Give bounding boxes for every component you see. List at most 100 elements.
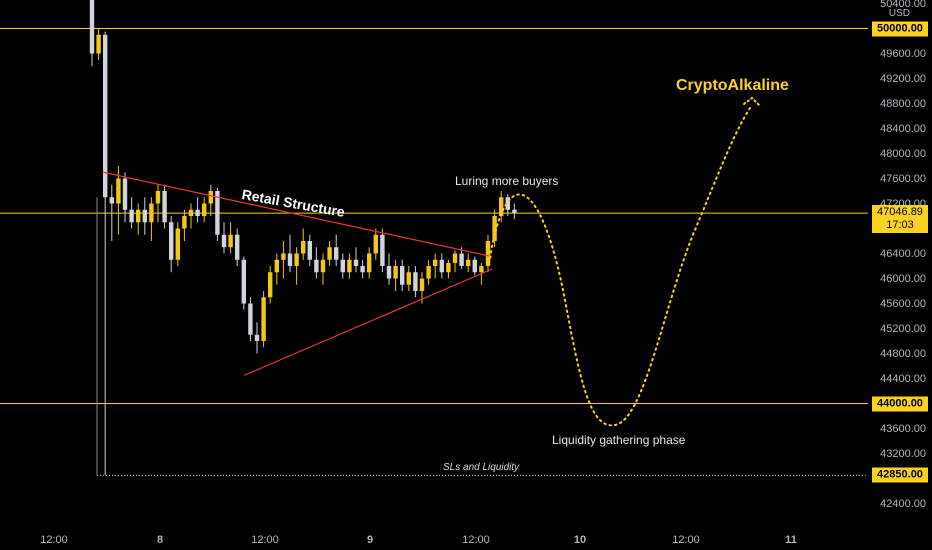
candle-body xyxy=(248,303,253,335)
time-tick-label: 8 xyxy=(156,534,164,546)
price-tick-label: 48800.00 xyxy=(880,97,926,110)
price-tick-label: 48400.00 xyxy=(880,122,926,135)
candle-body xyxy=(129,209,134,223)
level-badge-sl: 42850.00 xyxy=(872,467,928,483)
candle-body xyxy=(281,253,286,260)
time-tick-label: 10 xyxy=(573,534,587,546)
upper-trendline xyxy=(102,171,493,258)
candle-body xyxy=(413,272,418,291)
candle-body xyxy=(426,266,431,279)
candle-body xyxy=(492,216,497,241)
price-tick-label: 45600.00 xyxy=(880,297,926,310)
candle-body xyxy=(155,191,161,204)
candle-body xyxy=(215,191,220,235)
candle-body xyxy=(175,228,180,260)
price-tick-label: 43600.00 xyxy=(880,422,926,435)
price-tick-label: 50400.00 xyxy=(880,0,926,10)
level-badge-50000: 50000.00 xyxy=(872,21,928,36)
candle-body xyxy=(419,278,425,291)
liquidity-phase-label: Liquidity gathering phase xyxy=(552,433,686,447)
candle-body xyxy=(254,334,260,341)
candle-body xyxy=(202,203,207,216)
candle-body xyxy=(195,209,200,216)
candle-body xyxy=(294,253,299,266)
candle-body xyxy=(301,241,306,254)
candle-body xyxy=(136,209,141,223)
price-tick-label: 46000.00 xyxy=(880,272,926,285)
projected-path-arrowhead xyxy=(743,96,761,107)
candle-body xyxy=(142,209,147,223)
candle-body xyxy=(235,234,240,260)
candle-body xyxy=(149,203,154,223)
candle-body xyxy=(169,222,174,260)
candle-body xyxy=(373,234,378,254)
lower-trendline xyxy=(243,268,493,376)
price-tick-label: 46400.00 xyxy=(880,247,926,260)
candle-body xyxy=(103,34,108,198)
price-tick-label: 49600.00 xyxy=(880,47,926,60)
brand-label: CryptoAlkaline xyxy=(676,77,789,94)
candle-countdown: 17:03 xyxy=(886,219,914,232)
price-tick-label: 43200.00 xyxy=(880,447,926,460)
time-tick-label: 12:00 xyxy=(672,534,700,546)
time-tick-label: 9 xyxy=(366,534,374,546)
candle-body xyxy=(182,216,187,229)
candle-body xyxy=(320,259,326,273)
candle-body xyxy=(221,234,227,248)
candle-body xyxy=(485,241,491,266)
candle-body xyxy=(96,34,101,54)
price-tick-label: 47600.00 xyxy=(880,172,926,185)
candle-body xyxy=(274,259,279,273)
candle-body xyxy=(188,209,194,216)
candle-body xyxy=(466,259,471,266)
candle-body xyxy=(367,253,372,273)
candle-body xyxy=(334,247,339,260)
candle-body xyxy=(162,191,167,223)
projected-path xyxy=(489,104,753,427)
time-tick-label: 11 xyxy=(785,534,797,546)
candle-body xyxy=(340,259,345,273)
candle-body xyxy=(433,259,438,266)
level-badge-44000: 44000.00 xyxy=(872,396,928,411)
candle-body xyxy=(479,266,484,273)
candle-body xyxy=(472,259,477,273)
price-tick-label: 45200.00 xyxy=(880,322,926,335)
candle-body xyxy=(439,259,444,273)
candle-body xyxy=(499,197,504,216)
candle-body xyxy=(512,209,517,214)
candle-body xyxy=(228,234,233,248)
price-tick-label: 44800.00 xyxy=(880,347,926,360)
price-tick-label: 42400.00 xyxy=(880,497,926,510)
axis-corner xyxy=(868,528,932,550)
candle-body xyxy=(353,259,359,266)
candle-body xyxy=(116,178,121,204)
candle-body xyxy=(505,197,510,210)
current-price-value: 47046.89 xyxy=(877,206,923,219)
price-tick-label: 44400.00 xyxy=(880,372,926,385)
candle-body xyxy=(314,259,319,273)
candle-body xyxy=(122,178,128,210)
time-tick-label: 12:00 xyxy=(462,534,490,546)
luring-buyers-label: Luring more buyers xyxy=(455,174,559,188)
candle-body xyxy=(393,266,398,279)
candle-body xyxy=(268,272,273,298)
candle-body xyxy=(261,297,266,341)
time-axis[interactable]: 12:00 8 12:00 9 12:00 10 12:00 11 xyxy=(0,528,868,550)
candle-body xyxy=(327,247,332,260)
time-tick-label: 12:00 xyxy=(251,534,279,546)
price-tick-label: 49200.00 xyxy=(880,72,926,85)
candle-body xyxy=(400,266,405,285)
candle-body xyxy=(208,191,213,204)
price-tick-label: 48000.00 xyxy=(880,147,926,160)
price-axis[interactable]: 50400.00 50000.00 49600.00 49200.00 48800.00… xyxy=(868,0,932,528)
candle-body xyxy=(380,234,385,266)
candle-body xyxy=(360,266,365,273)
time-tick-label: 12:00 xyxy=(40,534,68,546)
candle-body xyxy=(452,253,458,263)
candle-body xyxy=(287,253,293,266)
candle-body xyxy=(347,259,352,273)
candle-body xyxy=(459,253,464,266)
sl-liquidity-label: SLs and Liquidity xyxy=(443,462,520,473)
